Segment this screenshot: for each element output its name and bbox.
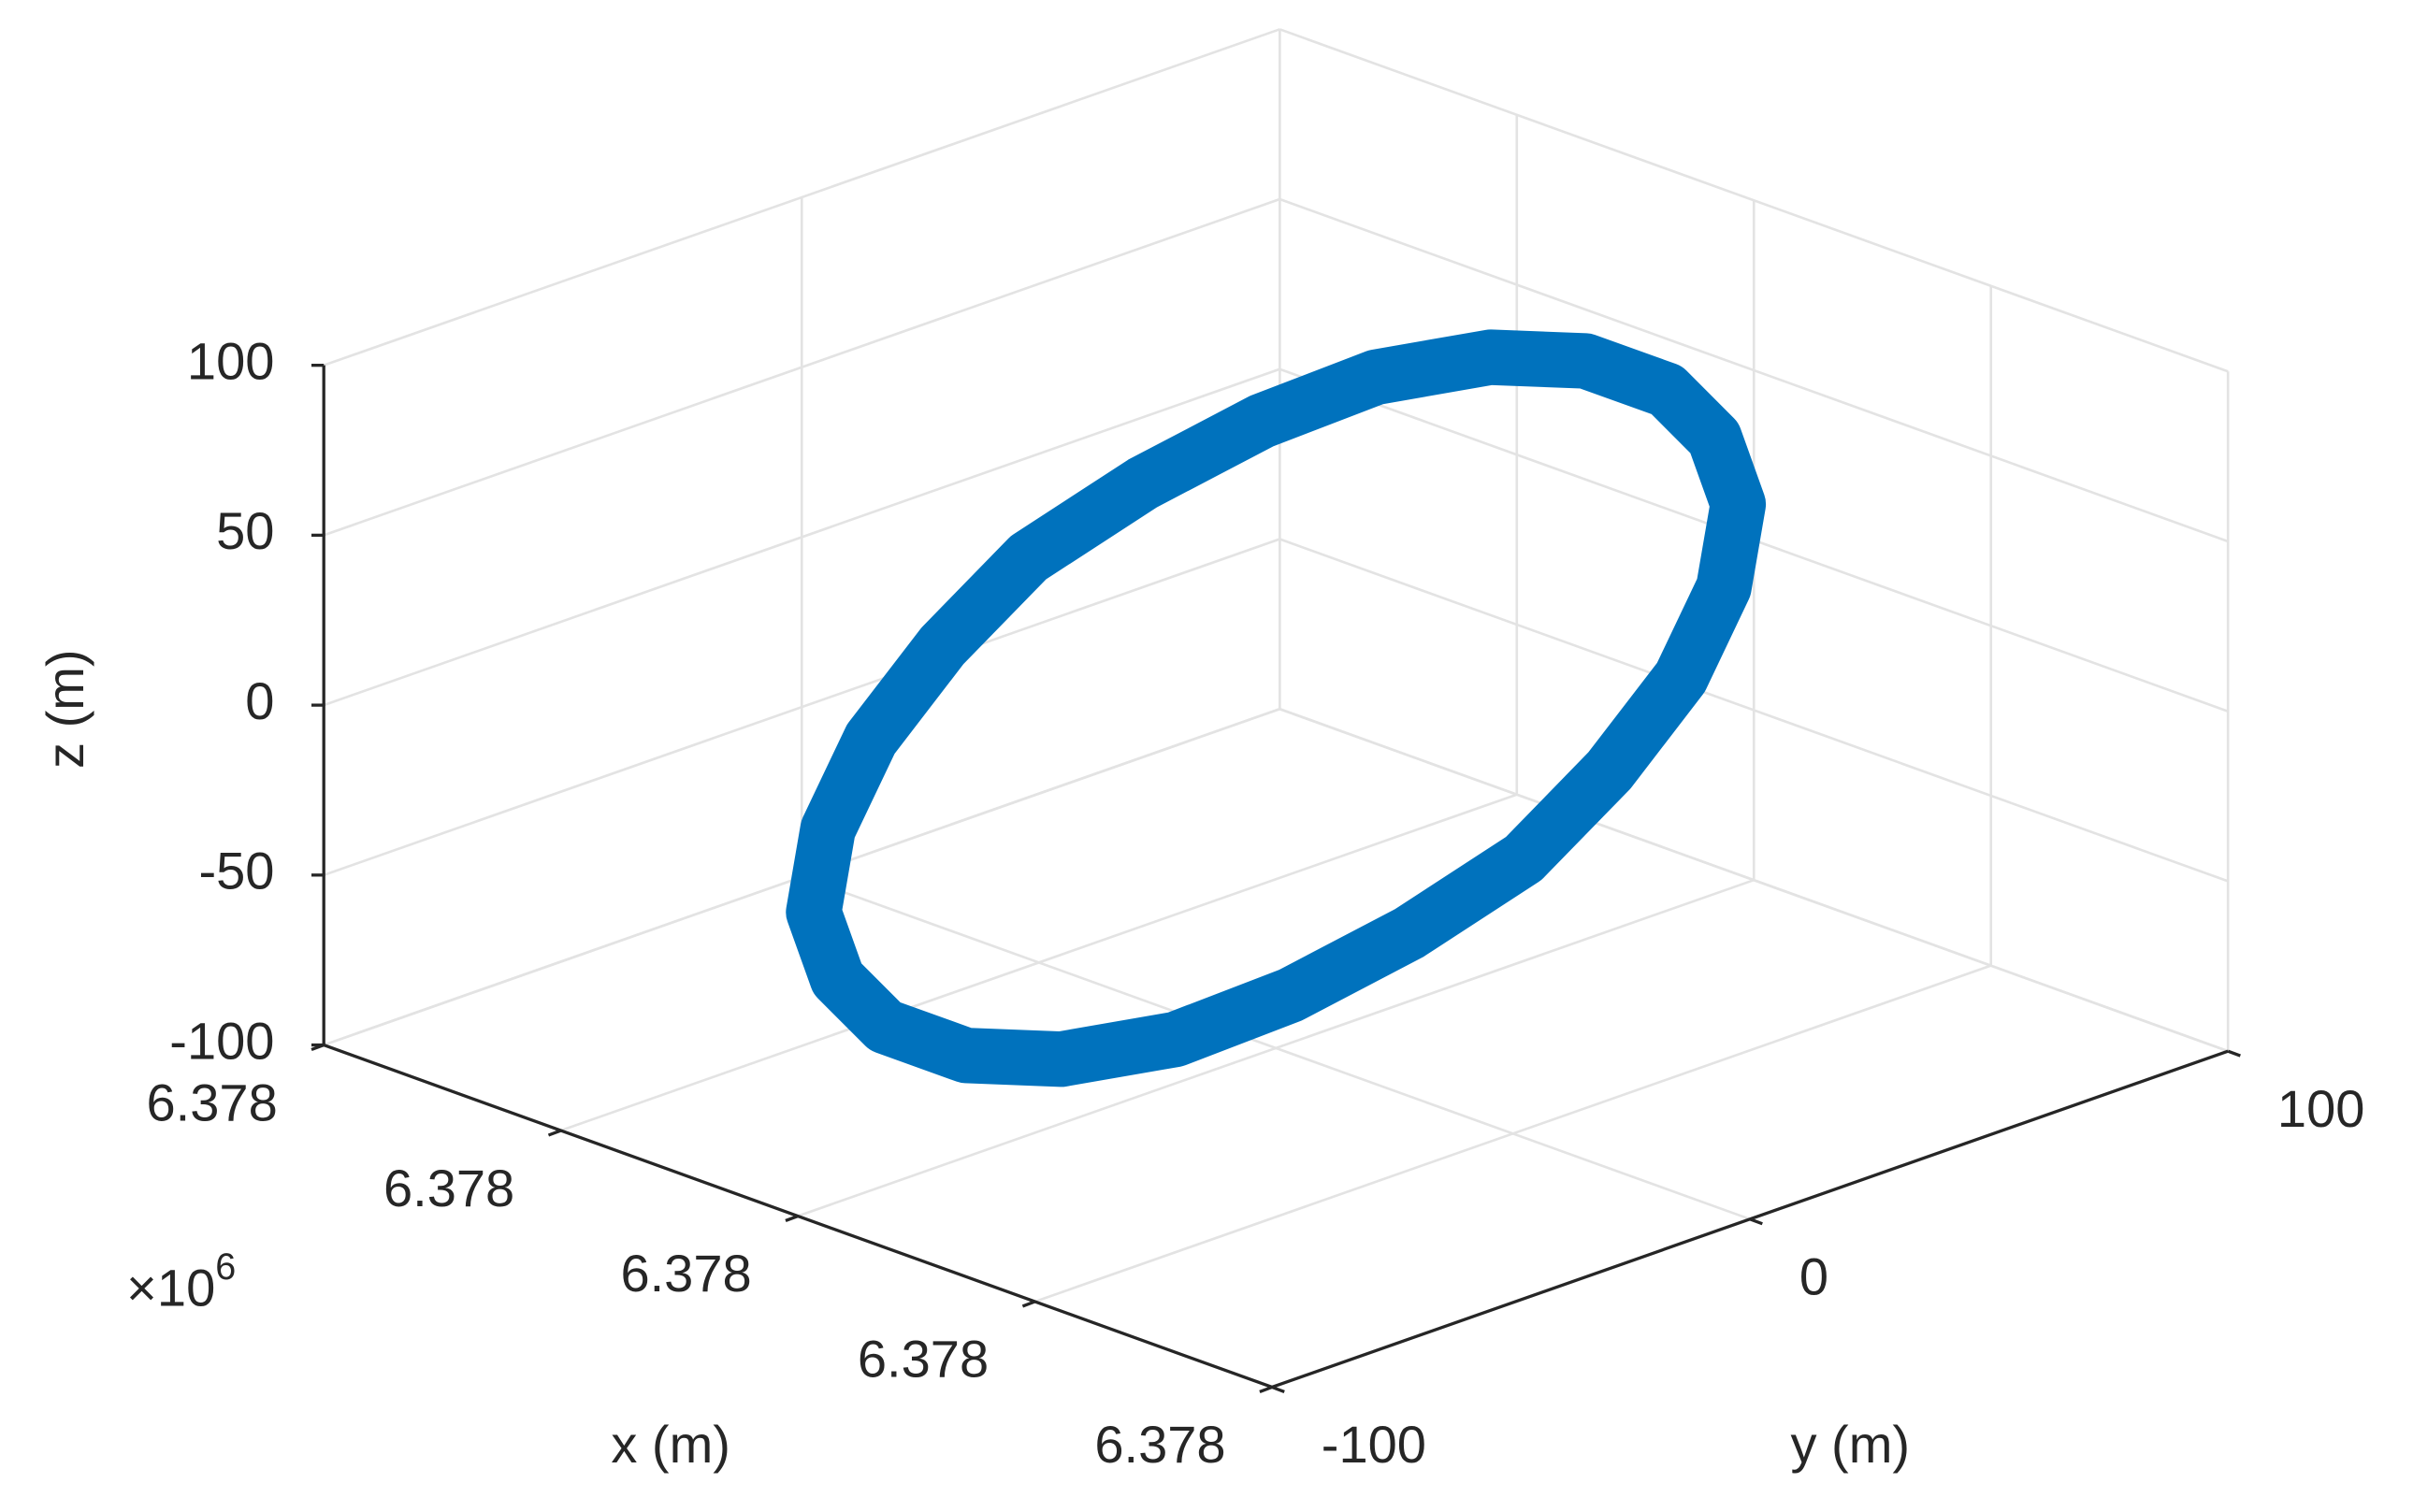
y-tick-label: 0 bbox=[1799, 1247, 1828, 1306]
grid bbox=[322, 28, 2230, 1389]
marks bbox=[786, 329, 1767, 1087]
y-tick bbox=[1749, 1217, 1763, 1226]
grid-line bbox=[323, 197, 1280, 537]
x-exponent: ×106 bbox=[126, 1247, 236, 1317]
y-tick bbox=[2227, 1049, 2241, 1058]
y-tick-label: 100 bbox=[2277, 1079, 2365, 1138]
x-tick-label: 6.378 bbox=[383, 1159, 514, 1217]
z-tick-label: 100 bbox=[187, 331, 275, 390]
grid-line bbox=[323, 28, 1280, 367]
grid-line bbox=[1279, 197, 2229, 543]
z-tick-label: -50 bbox=[198, 842, 274, 900]
grid-line bbox=[323, 538, 1280, 877]
x-exponent-power: 6 bbox=[215, 1247, 236, 1289]
x-tick-label: 6.378 bbox=[858, 1330, 989, 1389]
grid-line bbox=[801, 875, 1751, 1221]
x-exponent-base: ×10 bbox=[126, 1258, 215, 1317]
x-tick bbox=[1259, 1385, 1273, 1393]
z-axis-label: z (m) bbox=[36, 649, 94, 769]
y-axis-label: y (m) bbox=[1790, 1415, 1910, 1474]
grid-line bbox=[323, 367, 1280, 707]
z-tick-label: -100 bbox=[169, 1011, 274, 1070]
x-tick bbox=[785, 1214, 799, 1223]
x-tick bbox=[1021, 1300, 1036, 1308]
orbit-line bbox=[786, 329, 1767, 1087]
x-axis-label: x (m) bbox=[611, 1415, 730, 1474]
grid-line bbox=[1279, 707, 2229, 1053]
y-tick-label: -100 bbox=[1322, 1415, 1426, 1474]
x-tick-label: 6.378 bbox=[1094, 1415, 1225, 1474]
grid-line bbox=[1279, 28, 2229, 373]
y-tick bbox=[1271, 1385, 1285, 1393]
z-tick-label: 0 bbox=[245, 671, 274, 730]
grid-line bbox=[1279, 538, 2229, 883]
x-tick bbox=[547, 1129, 562, 1137]
x-tick-label: 6.378 bbox=[620, 1244, 751, 1303]
x-tick-label: 6.378 bbox=[147, 1073, 278, 1131]
z-tick-label: 50 bbox=[216, 501, 274, 560]
